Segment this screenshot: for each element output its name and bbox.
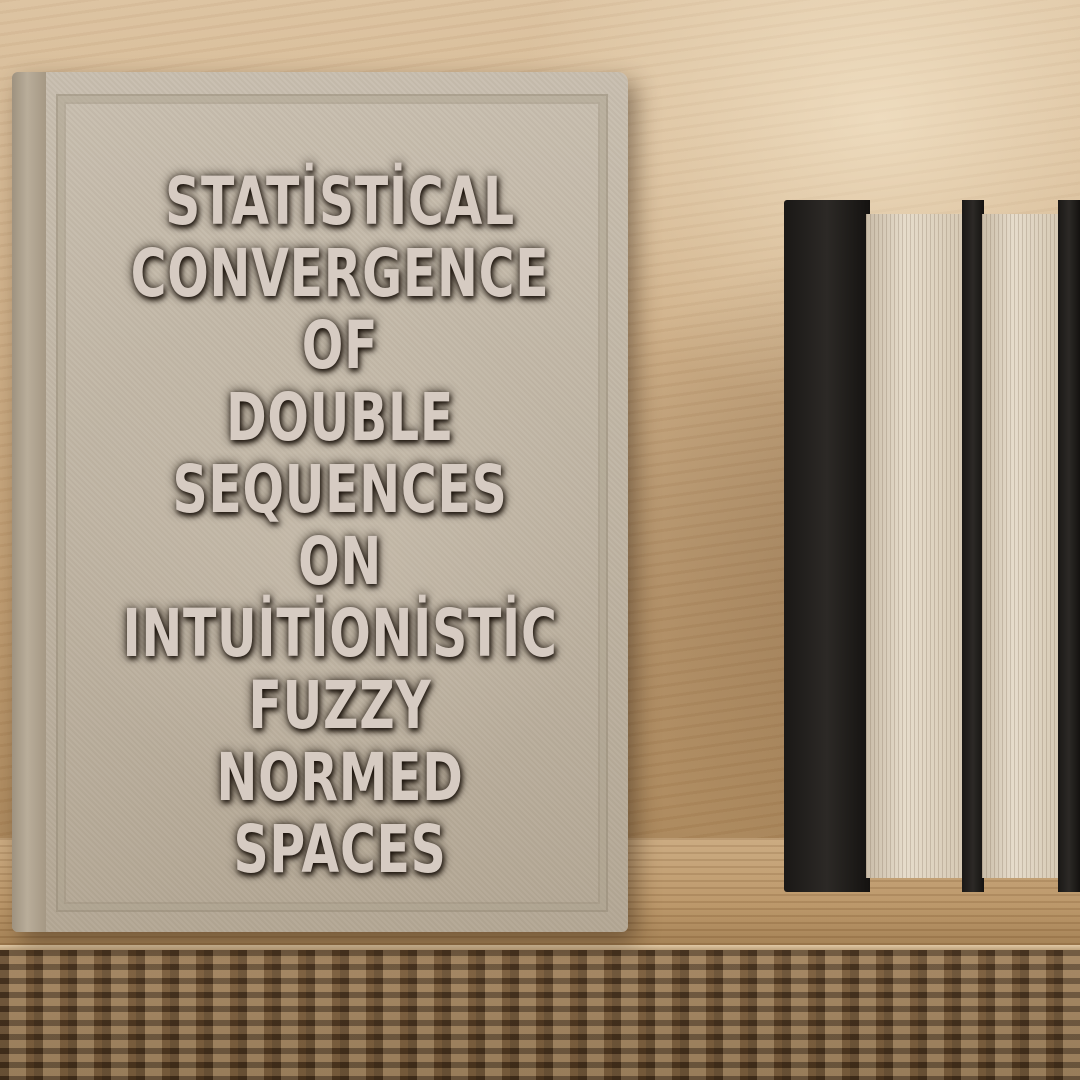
book-spine xyxy=(12,72,46,932)
shelf-front xyxy=(0,950,1080,1080)
book-pages-2 xyxy=(982,214,1060,878)
cover-border xyxy=(56,94,608,912)
title-container: STATİSTİCAL CONVERGENCE OF DOUBLE SEQUEN… xyxy=(90,166,590,886)
book-pages-1 xyxy=(866,214,964,878)
black-book-2-back xyxy=(1058,200,1080,892)
book-title: STATİSTİCAL CONVERGENCE OF DOUBLE SEQUEN… xyxy=(122,163,558,888)
shelf-edge xyxy=(0,945,1080,953)
black-book-1-back xyxy=(962,200,984,892)
black-book-1 xyxy=(784,200,870,892)
cloth-book-cover xyxy=(12,72,628,932)
